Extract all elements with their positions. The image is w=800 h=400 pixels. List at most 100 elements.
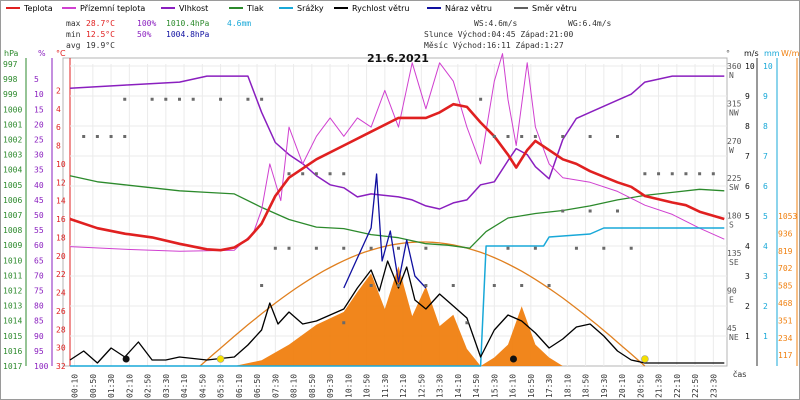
wind-dir-point	[314, 172, 318, 176]
tick-wm2: 351	[778, 316, 793, 325]
tick-time: 18:50	[582, 374, 591, 398]
info-slunce: Slunce Východ:04:45 Západ:21:00	[424, 30, 573, 39]
tick-hpa: 1005	[3, 181, 22, 190]
series-prizemni-teplota	[69, 53, 725, 252]
tick-dir-name: N	[729, 71, 734, 80]
tick-time: 05:30	[217, 374, 226, 398]
wind-dir-point	[342, 172, 346, 176]
tick-pct: 5	[34, 75, 39, 84]
moon-marker	[509, 355, 517, 363]
tick-mm: 7	[763, 152, 768, 161]
tick-dir-name: S	[729, 221, 734, 230]
tick-ms: 9	[745, 92, 750, 101]
tick-time: 09:30	[326, 374, 335, 398]
tick-ms: 10	[745, 62, 755, 71]
legend-label-prizemni-teplota: Přízemní teplota	[80, 4, 145, 13]
tick-time: 04:10	[180, 374, 189, 398]
tick-time: 13:30	[436, 374, 445, 398]
wind-dir-point	[465, 321, 469, 325]
wind-dir-point	[616, 135, 619, 138]
tick-hpa: 999	[3, 90, 18, 99]
tick-c: 32	[56, 362, 66, 371]
tick-time: 21:30	[655, 374, 664, 398]
tick-hpa: 1017	[3, 362, 22, 371]
wind-dir-point	[397, 284, 400, 287]
axis-unit-wm2: W/m²	[781, 49, 800, 58]
tick-time: 02:50	[144, 374, 153, 398]
tick-c: 24	[56, 289, 66, 298]
legend-label-smer-vetru: Směr větru	[532, 4, 577, 13]
tick-wm2: 117	[778, 351, 793, 360]
tick-wm2: 936	[778, 229, 793, 238]
tick-c: 30	[56, 344, 66, 353]
wind-dir-point	[82, 135, 86, 138]
axis-unit-deg: °	[726, 49, 730, 58]
tick-pct: 40	[34, 181, 44, 190]
series-slunecni-zareni	[234, 266, 563, 366]
tick-c: 14	[56, 197, 66, 206]
tick-dir-name: NW	[729, 108, 739, 117]
tick-dir-name: W	[729, 146, 734, 155]
wind-dir-point	[287, 246, 291, 250]
tick-ms: 8	[745, 122, 750, 131]
wind-dir-point	[246, 97, 250, 101]
tick-time: 07:30	[271, 374, 280, 398]
tick-mm: 9	[763, 92, 768, 101]
tick-time: 01:30	[107, 374, 116, 398]
tick-dir-deg: 135	[727, 249, 742, 258]
wind-dir-point	[547, 284, 551, 287]
tick-time: 20:10	[618, 374, 627, 398]
tick-time: 00:50	[89, 374, 98, 398]
tick-time: 06:50	[253, 374, 262, 398]
tick-pct: 70	[34, 271, 44, 280]
tick-mm: 5	[763, 212, 768, 221]
tick-pct: 15	[34, 105, 44, 114]
wind-dir-point	[109, 135, 113, 138]
tick-wm2: 585	[778, 282, 793, 291]
tick-wm2: 468	[778, 299, 793, 308]
tick-dir-deg: 90	[727, 286, 737, 295]
wind-dir-point	[506, 135, 510, 138]
tick-hpa: 1000	[3, 105, 22, 114]
tick-wm2: 234	[778, 334, 793, 343]
tick-hpa: 1016	[3, 347, 22, 356]
wind-dir-point	[273, 246, 277, 250]
wind-dir-point	[492, 284, 496, 287]
info-block: WS:4.6m/s WG:6.4m/s Slunce Východ:04:45 …	[424, 19, 612, 50]
series-srazky	[70, 227, 725, 367]
tick-dir-deg: 270	[727, 137, 742, 146]
sun-marker	[216, 355, 225, 363]
wind-dir-point	[711, 172, 715, 176]
legend-label-naraz-vetru: Náraz větru	[445, 4, 492, 13]
axis-unit-hpa: hPa	[4, 49, 19, 58]
wind-dir-point	[328, 172, 332, 176]
tick-dir-name: SE	[729, 258, 739, 267]
tick-time: 18:10	[563, 374, 572, 398]
wind-dir-point	[533, 246, 537, 250]
tick-hpa: 1015	[3, 332, 22, 341]
tick-mm: 6	[763, 182, 768, 191]
tick-dir-name: NE	[729, 333, 739, 342]
info-wg: WG:6.4m/s	[568, 19, 612, 28]
wind-dir-point	[629, 246, 633, 250]
tick-pct: 10	[34, 90, 44, 99]
wind-dir-point	[260, 284, 264, 287]
wind-dir-point	[698, 172, 702, 176]
tick-ms: 2	[745, 302, 750, 311]
tick-pct: 65	[34, 256, 44, 265]
legend-label-vlhkost: Vlhkost	[179, 4, 208, 13]
wind-dir-point	[561, 209, 565, 213]
tick-wm2: 702	[778, 264, 793, 273]
series-rychlost-vetru	[69, 260, 725, 364]
tick-time: 15:30	[490, 374, 499, 398]
tick-c: 12	[56, 178, 66, 187]
legend: Teplota Přízemní teplota Vlhkost Tlak Sr…	[6, 4, 577, 13]
tick-time: 14:50	[472, 374, 481, 398]
tick-hpa: 1006	[3, 196, 22, 205]
tick-hpa: 1008	[3, 226, 22, 235]
sun-marker	[641, 355, 649, 363]
tick-time: 20:50	[636, 374, 645, 398]
wind-dir-point	[123, 97, 127, 101]
tick-hpa: 1009	[3, 241, 22, 250]
